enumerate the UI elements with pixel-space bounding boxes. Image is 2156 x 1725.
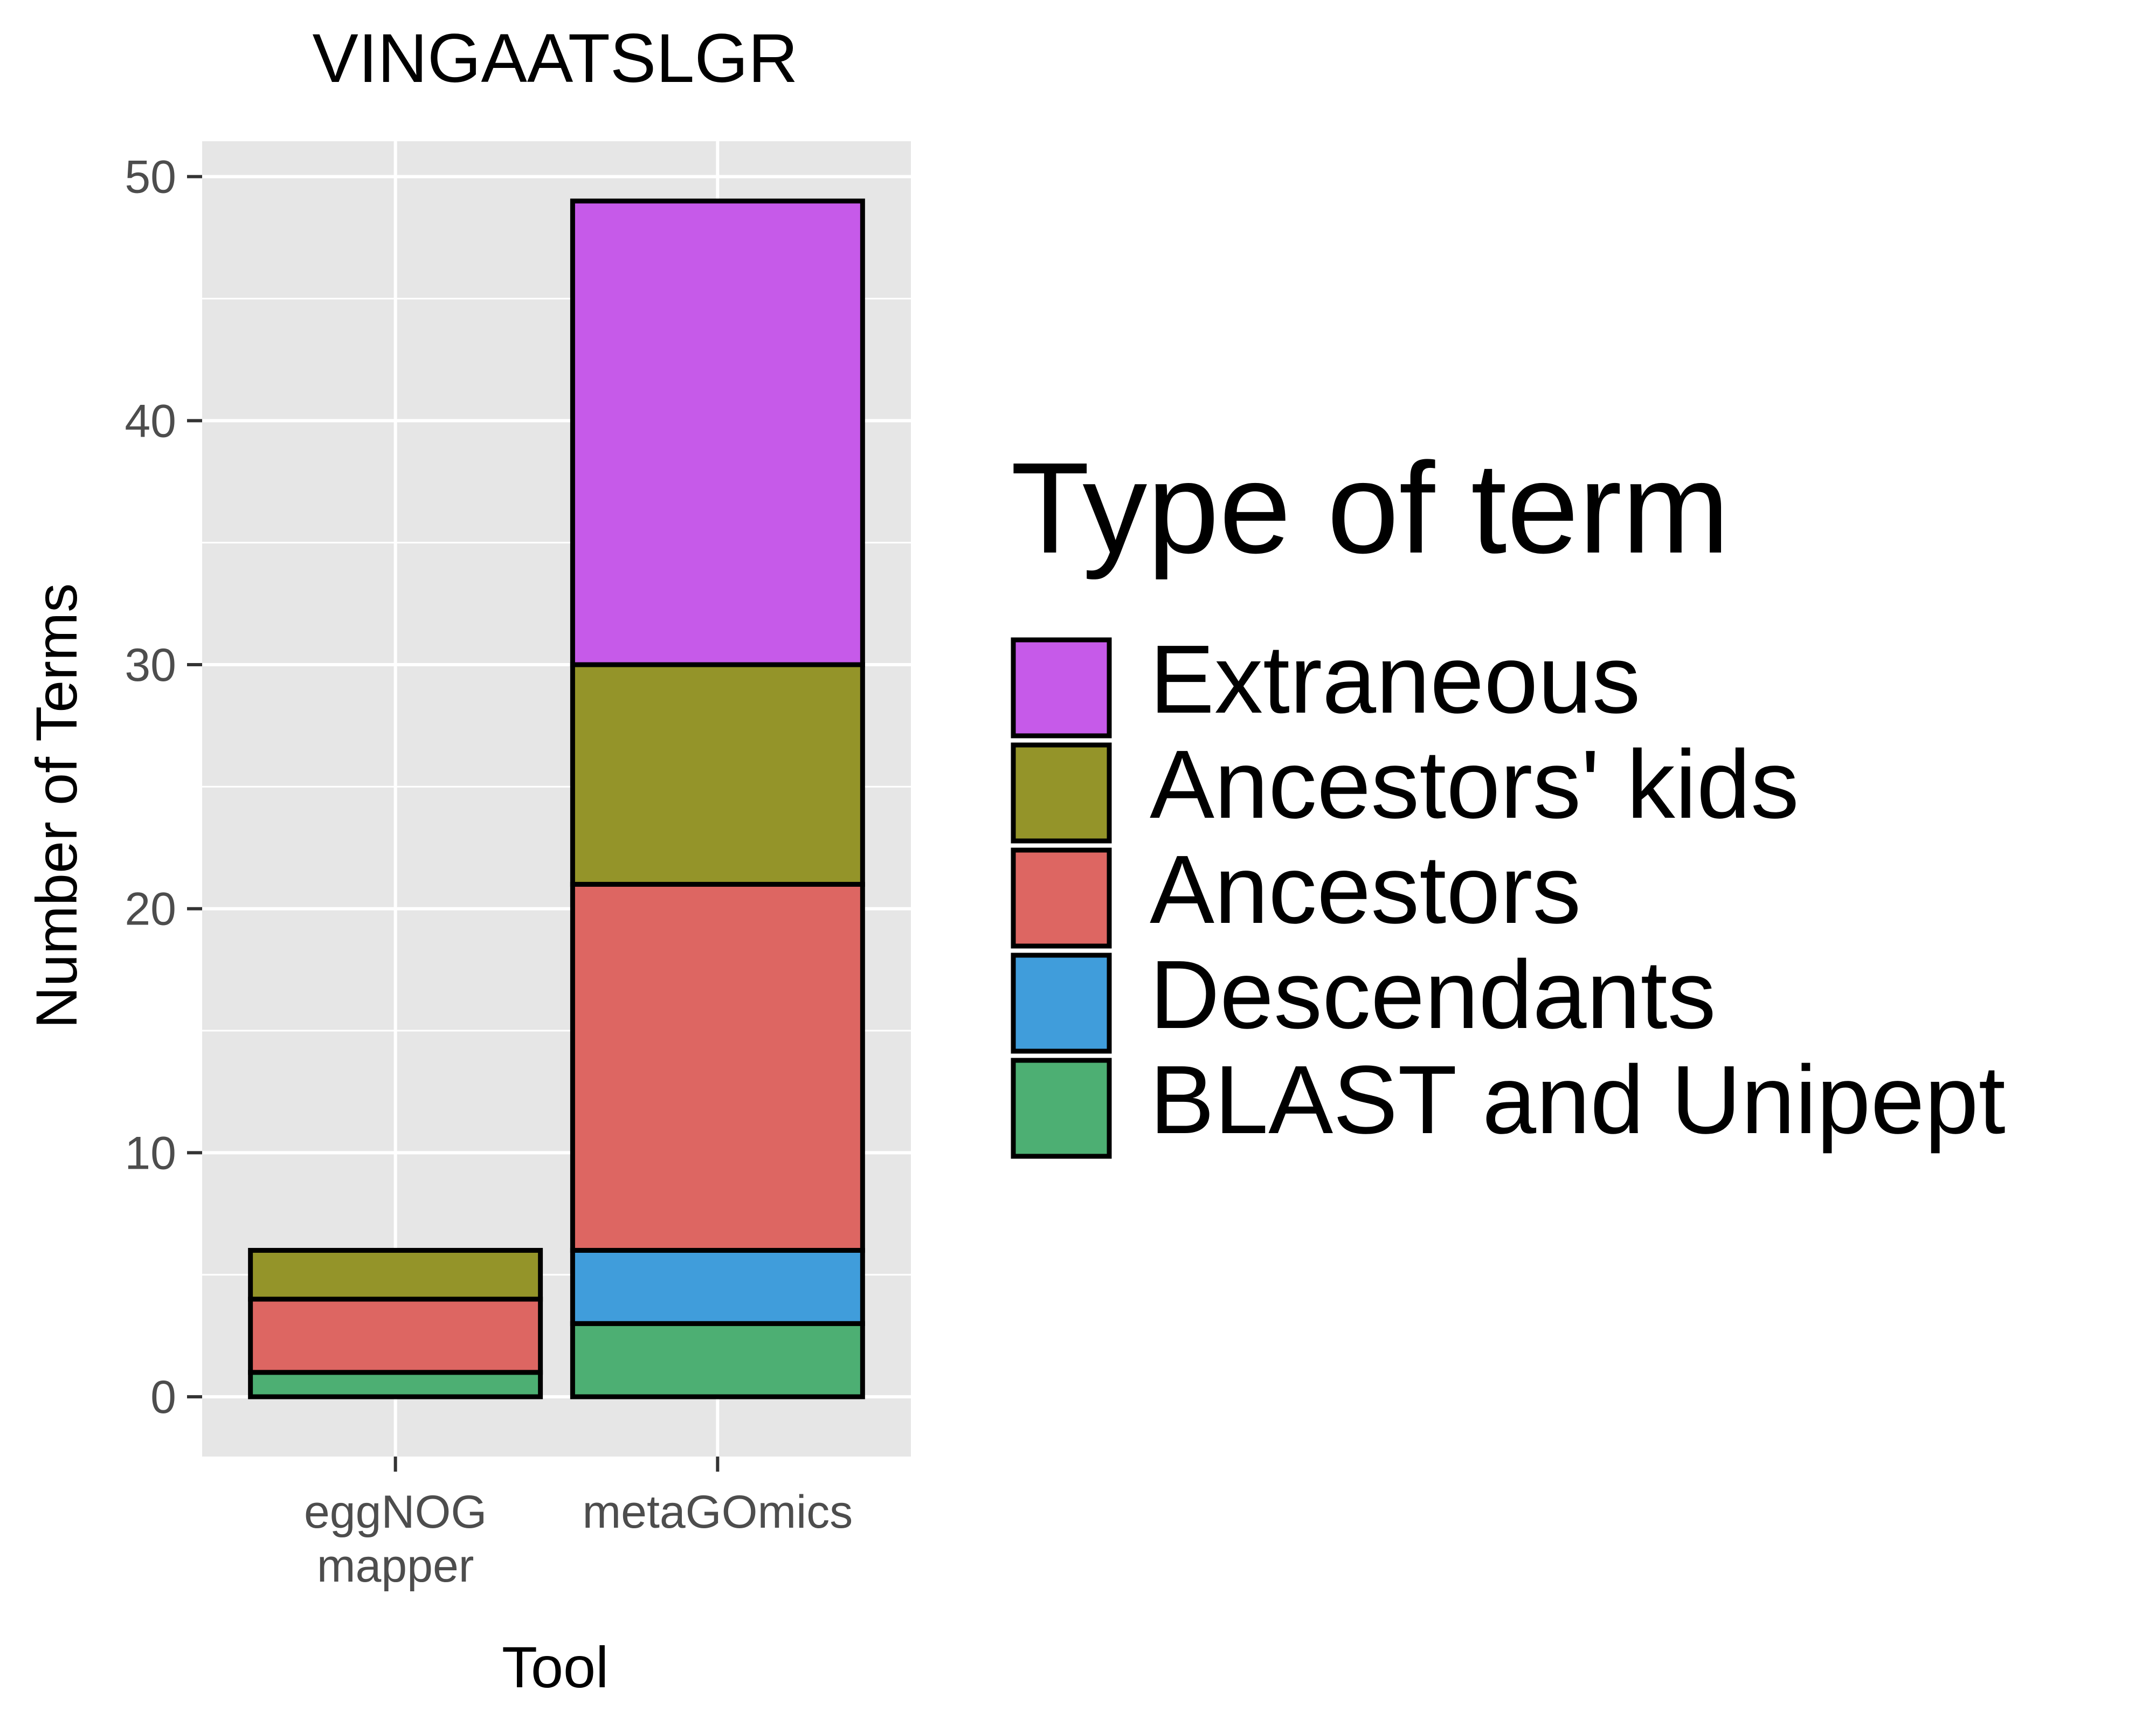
y-tick-label: 40	[125, 395, 176, 447]
chart-title: VINGAATSLGR	[313, 20, 798, 97]
bar-segment-extraneous	[570, 198, 865, 667]
y-tick-label: 20	[125, 884, 176, 935]
x-tick-label: mapper	[317, 1540, 474, 1592]
bar-segment-blast-and-unipept	[570, 1321, 865, 1399]
legend-label: BLAST and Unipept	[1150, 1046, 2006, 1154]
legend-key	[1011, 637, 1112, 739]
legend-key	[1011, 953, 1112, 1054]
legend-label: Ancestors	[1150, 836, 1581, 944]
y-axis: 0 10 20 30 40 50	[125, 151, 202, 1423]
x-tick-label: eggNOG	[304, 1486, 487, 1538]
bar-segment-ancestors-kids	[570, 662, 865, 887]
legend-label: Ancestors' kids	[1150, 730, 1799, 839]
bar-segment-blast-and-unipept	[248, 1370, 543, 1399]
y-tick-label: 10	[125, 1127, 176, 1179]
bar-segment-ancestors	[248, 1296, 543, 1375]
x-axis-label: Tool	[502, 1634, 609, 1700]
legend-label: Descendants	[1150, 941, 1716, 1049]
legend-title: Type of term	[1011, 436, 1730, 580]
bar-segment-ancestors	[570, 881, 865, 1253]
y-axis-label: Number of Terms	[24, 583, 89, 1029]
legend-key	[1011, 742, 1112, 844]
y-tick-label: 30	[125, 639, 176, 691]
bars	[248, 198, 865, 1399]
bar-segment-descendants	[570, 1247, 865, 1326]
y-tick-label: 50	[125, 151, 176, 203]
legend-key	[1011, 847, 1112, 949]
bar-segment-ancestors-kids	[248, 1247, 543, 1302]
y-tick-label: 0	[150, 1371, 176, 1423]
legend-key	[1011, 1058, 1112, 1159]
x-tick-label: metaGOmics	[582, 1486, 853, 1538]
legend-label: Extraneous	[1150, 625, 1641, 734]
